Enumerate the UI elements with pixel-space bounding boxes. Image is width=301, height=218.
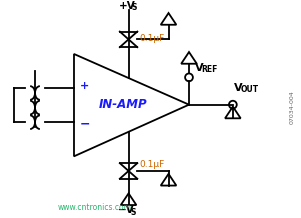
Text: REF: REF <box>202 65 218 75</box>
Text: S: S <box>131 208 136 217</box>
Text: IN-AMP: IN-AMP <box>98 98 147 111</box>
Text: V: V <box>195 63 203 73</box>
Text: −: − <box>80 118 90 131</box>
Text: 0.1µF: 0.1µF <box>139 34 165 43</box>
Text: OUT: OUT <box>241 85 259 94</box>
Text: 0.1µF: 0.1µF <box>139 160 165 169</box>
Text: +: + <box>80 81 89 91</box>
Text: www.cntronics.com: www.cntronics.com <box>57 203 132 211</box>
Text: S: S <box>132 3 137 12</box>
Text: 07034-004: 07034-004 <box>289 91 294 124</box>
Text: +V: +V <box>119 1 135 11</box>
Text: −V: −V <box>118 205 135 215</box>
Text: V: V <box>234 83 243 93</box>
